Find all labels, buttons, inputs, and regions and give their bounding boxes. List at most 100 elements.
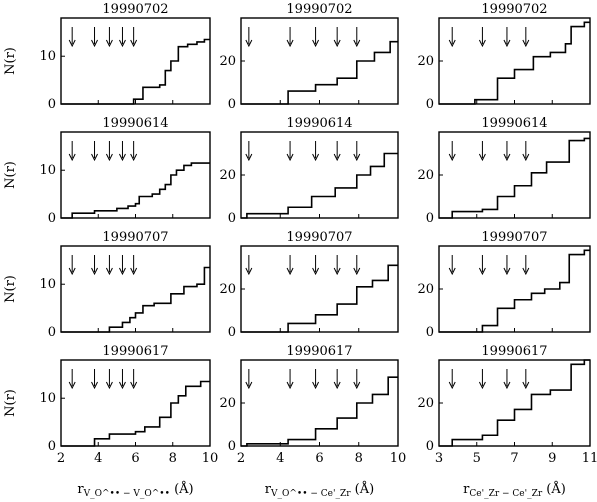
plot-frame-r2c0 (60, 245, 211, 333)
xlabel-prefix: r (463, 482, 470, 497)
arrow-head-r3c2-3 (522, 381, 530, 390)
xlabel-prefix: r (77, 482, 84, 497)
plot-title-r2c2: 19990707 (481, 230, 547, 245)
arrow-head-r0c0-2 (105, 39, 113, 48)
ytick-label-r2c2-20: 20 (417, 282, 434, 297)
step-series-r0c0 (61, 38, 210, 105)
step-series-r2c2 (439, 249, 590, 333)
arrow-head-r2c2-3 (522, 267, 530, 276)
xlabel-unit: (Å) (170, 481, 194, 497)
xtick-label-r3c1-4: 4 (276, 451, 284, 466)
plot-frame-r0c2 (438, 17, 591, 105)
xlabel-col1: rV_O^•• − Ce'_Zr (Å) (265, 481, 374, 499)
arrow-head-r3c2-1 (478, 381, 486, 390)
step-series-r0c1 (241, 40, 398, 105)
xtick-label-r3c2-9: 9 (548, 451, 556, 466)
plot-title-r2c1: 19990707 (286, 230, 352, 245)
arrow-head-r0c0-4 (130, 39, 138, 48)
ytick-label-r0c1-20: 20 (219, 54, 236, 69)
arrow-head-r1c1-1 (286, 153, 294, 162)
arrow-head-r1c2-1 (478, 153, 486, 162)
ytick-label-r2c0-10: 10 (39, 277, 56, 292)
arrow-head-r3c1-2 (312, 381, 320, 390)
ytick-label-r2c1-0: 0 (228, 325, 236, 340)
arrow-head-r3c1-0 (245, 381, 253, 390)
ytick-label-r1c1-0: 0 (228, 211, 236, 226)
ytick-label-r0c2-20: 20 (417, 54, 434, 69)
ytick-label-r1c1-20: 20 (219, 168, 236, 183)
plot-title-r0c2: 19990702 (481, 2, 547, 17)
xlabel-unit: (Å) (351, 481, 375, 497)
arrow-head-r0c2-1 (478, 39, 486, 48)
ylabel-r1c0: N(r) (3, 161, 18, 189)
arrow-head-r0c0-1 (91, 39, 98, 48)
arrow-head-r2c1-1 (286, 267, 294, 276)
arrow-head-r3c0-2 (105, 381, 113, 390)
arrow-head-r2c0-3 (119, 267, 126, 276)
arrow-head-r2c1-3 (333, 267, 341, 276)
arrow-head-r2c0-0 (68, 267, 76, 276)
ytick-label-r1c0-0: 0 (48, 211, 56, 226)
xlabel-subscript: V_O^•• − V_O^•• (83, 489, 170, 499)
xlabel-subscript: V_O^•• − Ce'_Zr (270, 489, 351, 499)
step-series-r0c2 (439, 21, 590, 105)
arrow-head-r1c0-4 (130, 153, 138, 162)
arrow-head-r1c0-1 (91, 153, 98, 162)
arrow-head-r3c1-1 (286, 381, 294, 390)
plot-title-r2c0: 19990707 (102, 230, 168, 245)
arrow-head-r0c0-0 (68, 39, 76, 48)
arrow-head-r2c2-1 (478, 267, 486, 276)
arrow-head-r0c1-1 (286, 39, 294, 48)
ytick-label-r2c1-20: 20 (219, 282, 236, 297)
ylabel-r0c0: N(r) (3, 47, 18, 75)
arrow-head-r0c0-3 (119, 39, 126, 48)
step-series-r3c1 (241, 376, 398, 447)
ytick-label-r3c1-20: 20 (219, 396, 236, 411)
plot-frame-r2c2 (438, 245, 591, 333)
plot-frame-r3c1 (240, 359, 399, 447)
plot-title-r1c2: 19990614 (481, 116, 547, 131)
plot-title-r0c0: 19990702 (102, 2, 168, 17)
arrow-head-r2c2-0 (448, 267, 456, 276)
arrow-head-r0c2-2 (503, 39, 511, 48)
plot-frame-r0c0 (60, 17, 211, 105)
ytick-label-r0c0-10: 10 (39, 49, 56, 64)
arrow-head-r1c1-4 (353, 153, 361, 162)
arrow-head-r1c0-2 (105, 153, 113, 162)
xlabel-col2: rCe'_Zr − Ce'_Zr (Å) (463, 481, 566, 499)
ytick-label-r1c2-0: 0 (426, 211, 434, 226)
ytick-label-r3c2-0: 0 (426, 439, 434, 454)
arrow-head-r1c2-0 (448, 153, 456, 162)
plot-title-r3c2: 19990617 (481, 344, 547, 359)
plot-frame-r3c2 (438, 359, 591, 447)
arrow-head-r3c1-3 (333, 381, 341, 390)
xtick-label-r3c2-5: 5 (473, 451, 481, 466)
arrow-head-r3c1-4 (353, 381, 361, 390)
arrow-head-r1c0-0 (68, 153, 76, 162)
arrow-head-r3c0-3 (119, 381, 126, 390)
arrow-head-r1c1-3 (333, 153, 341, 162)
xtick-label-r3c0-10: 10 (202, 451, 219, 466)
ytick-label-r0c0-0: 0 (48, 97, 56, 112)
arrow-head-r2c1-4 (353, 267, 361, 276)
xlabel-prefix: r (265, 482, 272, 497)
plot-title-r1c1: 19990614 (286, 116, 352, 131)
arrow-head-r1c1-0 (245, 153, 253, 162)
arrow-head-r3c2-2 (503, 381, 511, 390)
step-series-r3c2 (439, 359, 590, 447)
plot-title-r3c0: 19990617 (102, 344, 168, 359)
arrow-head-r3c2-0 (448, 381, 456, 390)
xlabel-subscript: Ce'_Zr − Ce'_Zr (469, 489, 542, 499)
ytick-label-r1c2-20: 20 (417, 168, 434, 183)
arrow-head-r0c2-3 (522, 39, 530, 48)
arrow-head-r2c0-1 (91, 267, 98, 276)
arrow-head-r1c0-3 (119, 153, 126, 162)
xtick-label-r3c0-4: 4 (94, 451, 102, 466)
plot-title-r0c1: 19990702 (286, 2, 352, 17)
ytick-label-r2c0-0: 0 (48, 325, 56, 340)
arrow-head-r1c1-2 (312, 153, 320, 162)
ylabel-r2c0: N(r) (3, 275, 18, 303)
plot-frame-r1c1 (240, 131, 399, 219)
step-series-r1c0 (61, 162, 210, 219)
